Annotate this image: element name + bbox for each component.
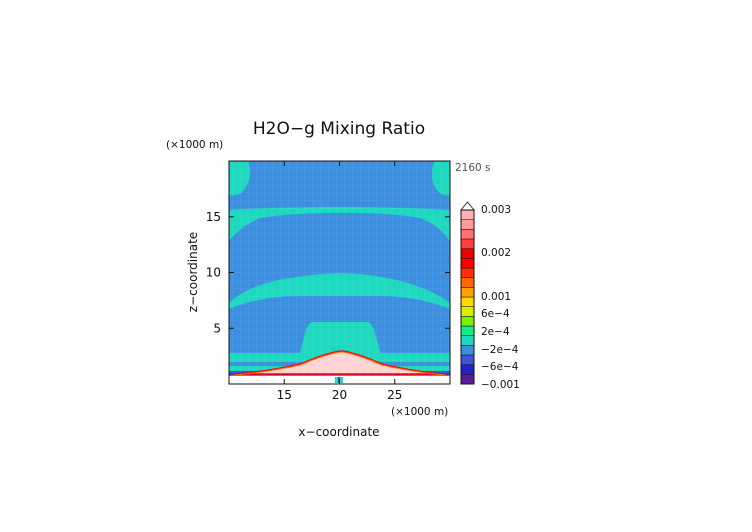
y-tick-label: 5 xyxy=(213,321,221,335)
x-axis-label: x−coordinate xyxy=(298,425,379,439)
x-unit-label: (×1000 m) xyxy=(391,406,448,418)
colorbar-segment xyxy=(460,238,475,249)
colorbar-label: 0.002 xyxy=(481,247,511,259)
colorbar-segment xyxy=(460,364,475,375)
colorbar-label: −0.001 xyxy=(481,379,520,391)
colorbar-segment xyxy=(460,287,475,298)
colorbar-label: 0.001 xyxy=(481,291,511,303)
colorbar-label: −2e−4 xyxy=(481,344,519,356)
y-tick-label: 15 xyxy=(206,210,221,224)
x-tick-label: 25 xyxy=(387,388,402,402)
x-tick-label: 15 xyxy=(277,388,292,402)
y-tick-label: 10 xyxy=(206,266,221,280)
colorbar-segment xyxy=(460,354,475,365)
colorbar-label: 6e−4 xyxy=(481,308,510,320)
colorbar-segment xyxy=(460,374,475,385)
colorbar-label: 0.003 xyxy=(481,204,511,216)
field-grid-overlay xyxy=(229,161,450,384)
colorbar-label: 2e−4 xyxy=(481,326,510,338)
colorbar-segment xyxy=(460,267,475,278)
x-axis-ticks: 15 20 25 xyxy=(277,161,402,402)
colorbar-segment xyxy=(460,209,475,220)
colorbar-segment xyxy=(460,258,475,269)
colorbar-segment xyxy=(460,229,475,240)
colorbar-segment xyxy=(460,277,475,288)
chart-title: H2O−g Mixing Ratio xyxy=(253,119,425,139)
colorbar-segment xyxy=(460,306,475,317)
plot-area xyxy=(229,161,450,384)
colorbar-frame xyxy=(460,209,475,385)
y-unit-label: (×1000 m) xyxy=(166,139,223,151)
colorbar-segment xyxy=(460,296,475,307)
x-tick-label: 20 xyxy=(332,388,347,402)
colorbar-segment xyxy=(460,325,475,336)
colorbar-segment xyxy=(460,335,475,346)
time-label: 2160 s xyxy=(455,162,491,174)
colorbar-segment xyxy=(460,316,475,327)
y-axis-label: z−coordinate xyxy=(186,232,200,312)
colorbar-open-top xyxy=(460,201,475,211)
colorbar: 0.003 0.002 0.001 6e−4 2e−4 −2e−4 −6e−4 −0.001 xyxy=(460,201,520,391)
colorbar-segment xyxy=(460,248,475,259)
colorbar-segment xyxy=(460,345,475,356)
colorbar-segment xyxy=(460,219,475,230)
colorbar-label: −6e−4 xyxy=(481,361,519,373)
y-axis-ticks: 5 10 15 xyxy=(206,210,450,335)
